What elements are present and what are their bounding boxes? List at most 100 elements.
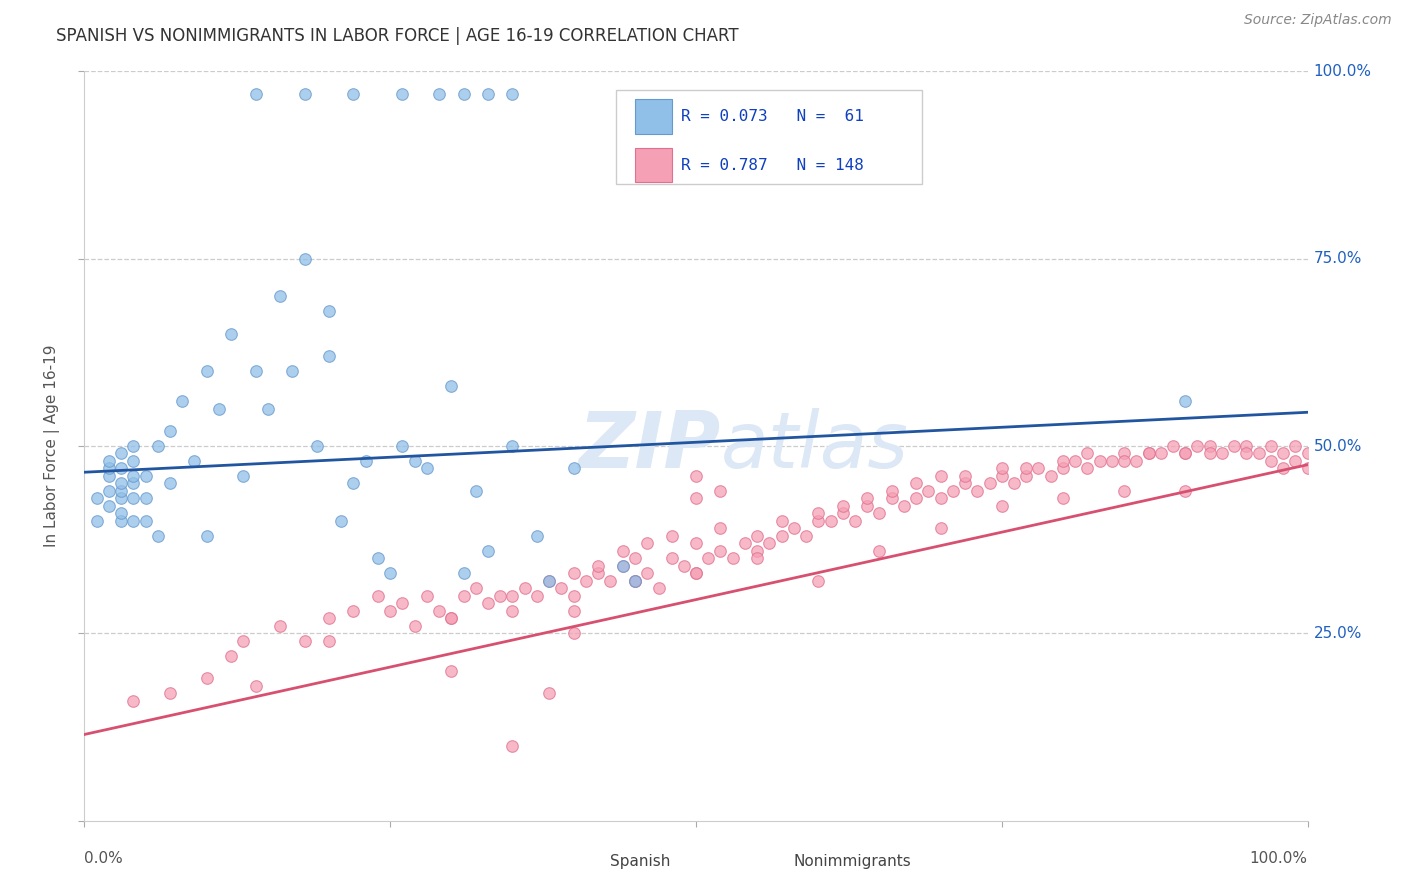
Point: [1137, 446, 1160, 460]
Point: [1052, 491, 1074, 506]
Point: [1272, 461, 1295, 475]
Point: [1015, 469, 1038, 483]
Point: [709, 483, 731, 498]
Text: R = 0.787   N = 148: R = 0.787 N = 148: [682, 158, 865, 172]
Point: [624, 551, 647, 566]
Point: [747, 544, 769, 558]
Point: [294, 633, 316, 648]
Point: [685, 536, 707, 550]
Point: [195, 671, 218, 685]
Text: R = 0.073   N =  61: R = 0.073 N = 61: [682, 109, 865, 124]
Point: [146, 439, 169, 453]
Point: [502, 589, 524, 603]
Point: [391, 596, 413, 610]
Point: [905, 476, 928, 491]
Point: [354, 454, 377, 468]
Point: [562, 604, 585, 618]
FancyBboxPatch shape: [571, 848, 600, 875]
Point: [1174, 446, 1197, 460]
Point: [1272, 446, 1295, 460]
Point: [1236, 446, 1258, 460]
Point: [1076, 461, 1098, 475]
Point: [953, 476, 976, 491]
Point: [489, 589, 512, 603]
Point: [342, 476, 364, 491]
Point: [122, 694, 145, 708]
Point: [1028, 461, 1050, 475]
Point: [624, 574, 647, 588]
Point: [97, 469, 120, 483]
Point: [440, 664, 463, 678]
Point: [159, 476, 181, 491]
Point: [942, 483, 965, 498]
Point: [1174, 446, 1197, 460]
Point: [219, 326, 242, 341]
Point: [97, 483, 120, 498]
Point: [1039, 469, 1062, 483]
Point: [709, 544, 731, 558]
Point: [612, 558, 634, 573]
Point: [391, 87, 413, 101]
Point: [159, 686, 181, 700]
Point: [917, 483, 939, 498]
Point: [929, 521, 952, 535]
Point: [318, 633, 340, 648]
Point: [219, 648, 242, 663]
Point: [783, 521, 806, 535]
Point: [831, 507, 853, 521]
Text: Source: ZipAtlas.com: Source: ZipAtlas.com: [1244, 13, 1392, 28]
Point: [453, 87, 475, 101]
Point: [110, 446, 132, 460]
Point: [612, 544, 634, 558]
Point: [502, 87, 524, 101]
Point: [562, 461, 585, 475]
Point: [380, 604, 402, 618]
Point: [122, 476, 145, 491]
Point: [586, 566, 609, 581]
Point: [318, 304, 340, 318]
Point: [869, 544, 891, 558]
Point: [586, 558, 609, 573]
Point: [502, 604, 524, 618]
Point: [747, 529, 769, 543]
Point: [612, 558, 634, 573]
Point: [342, 604, 364, 618]
Point: [526, 589, 548, 603]
Text: Nonimmigrants: Nonimmigrants: [794, 855, 911, 870]
Point: [1161, 439, 1184, 453]
Point: [1052, 454, 1074, 468]
FancyBboxPatch shape: [636, 99, 672, 134]
Point: [1150, 446, 1173, 460]
Point: [183, 454, 205, 468]
Point: [318, 349, 340, 363]
Y-axis label: In Labor Force | Age 16-19: In Labor Force | Age 16-19: [44, 344, 60, 548]
Point: [146, 529, 169, 543]
Point: [110, 461, 132, 475]
Point: [636, 536, 658, 550]
Point: [1198, 446, 1220, 460]
Point: [122, 491, 145, 506]
Point: [513, 582, 536, 596]
Point: [856, 499, 879, 513]
Point: [1114, 446, 1136, 460]
Point: [416, 461, 439, 475]
Point: [672, 558, 695, 573]
Point: [526, 529, 548, 543]
Text: 50.0%: 50.0%: [1313, 439, 1362, 453]
Point: [1064, 454, 1087, 468]
Point: [1260, 454, 1282, 468]
Point: [440, 611, 463, 625]
Point: [330, 514, 353, 528]
Point: [807, 514, 830, 528]
Point: [122, 439, 145, 453]
Point: [1125, 454, 1147, 468]
Point: [440, 611, 463, 625]
Point: [404, 454, 426, 468]
Point: [1137, 446, 1160, 460]
Point: [575, 574, 598, 588]
FancyBboxPatch shape: [755, 848, 785, 875]
Point: [122, 469, 145, 483]
Point: [110, 491, 132, 506]
Point: [685, 469, 707, 483]
Point: [1052, 461, 1074, 475]
